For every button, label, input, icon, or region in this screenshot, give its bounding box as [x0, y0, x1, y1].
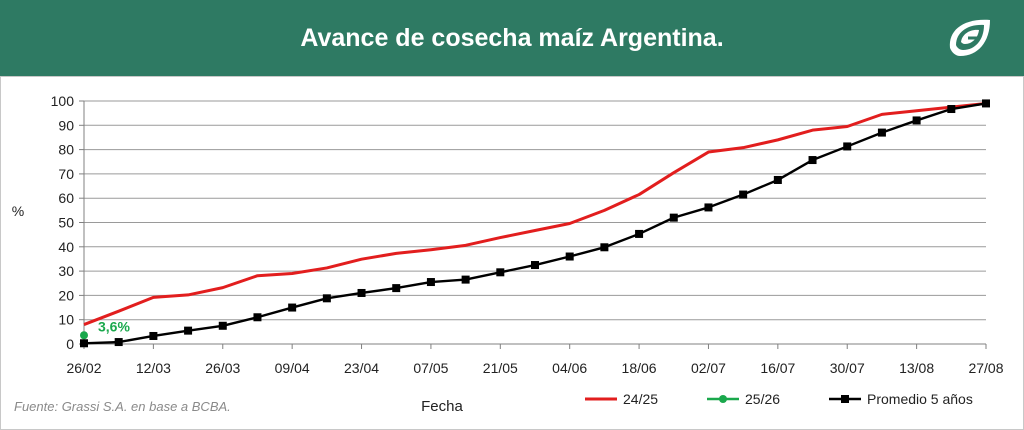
series-point-2: [600, 243, 609, 252]
series-point-2: [149, 331, 158, 340]
x-tick-label: 26/03: [205, 360, 240, 376]
series-point-2: [912, 116, 921, 125]
series-point-2: [531, 261, 539, 270]
legend-label: 25/26: [745, 391, 780, 407]
x-tick-label: 27/08: [968, 360, 1003, 376]
x-tick-label: 16/07: [760, 360, 795, 376]
series-point-2: [357, 288, 366, 297]
series-line-0: [83, 101, 987, 326]
series-point-2: [877, 128, 886, 137]
series-point-2: [669, 213, 678, 222]
series-line-2: [83, 102, 987, 345]
source-note: Fuente: Grassi S.A. en base a BCBA.: [14, 399, 231, 414]
y-tick-label: 30: [58, 263, 74, 279]
legend-label: Promedio 5 años: [867, 391, 973, 407]
series-point-2: [288, 303, 297, 312]
series-point-2: [322, 294, 331, 303]
series-point-2: [218, 321, 227, 330]
chart-frame: [0, 76, 1024, 430]
x-tick-label: 02/07: [691, 360, 726, 376]
page-title: Avance de cosecha maíz Argentina.: [300, 24, 724, 52]
series-point-2: [496, 268, 505, 277]
x-tick-label: 12/03: [136, 360, 171, 376]
legend-marker: [719, 395, 727, 403]
series-point-2: [565, 252, 574, 261]
series-point-2: [80, 339, 88, 348]
x-tick-label: 26/02: [66, 360, 101, 376]
x-tick-label: 21/05: [483, 360, 518, 376]
y-axis-label: %: [12, 203, 24, 219]
x-tick-label: 04/06: [552, 360, 587, 376]
series-point-1: [80, 331, 88, 340]
series-point-2: [773, 175, 782, 184]
x-tick-label: 18/06: [622, 360, 657, 376]
legend-marker: [841, 395, 849, 403]
series-point-2: [426, 278, 435, 287]
x-axis-label: Fecha: [421, 398, 463, 415]
y-tick-label: 60: [58, 190, 74, 206]
series-point-2: [739, 190, 748, 199]
y-tick-label: 10: [58, 312, 74, 328]
series-point-2: [184, 326, 193, 335]
x-tick-label: 30/07: [830, 360, 865, 376]
series-point-2: [808, 156, 817, 165]
series-point-2: [704, 203, 713, 212]
y-tick-label: 80: [58, 142, 74, 158]
y-tick-label: 50: [58, 215, 74, 231]
series-point-2: [461, 275, 470, 284]
data-label: 3,6%: [98, 318, 130, 334]
y-tick-label: 90: [58, 117, 74, 133]
x-tick-label: 23/04: [344, 360, 379, 376]
series-point-2: [392, 284, 401, 293]
series-point-2: [114, 338, 123, 347]
y-tick-label: 20: [58, 287, 74, 303]
series-point-2: [843, 142, 852, 151]
series-point-2: [947, 105, 956, 114]
y-tick-label: 100: [51, 93, 75, 109]
legend-label: 24/25: [623, 391, 658, 407]
grassi-leaf-icon: [949, 19, 990, 56]
header-banner: Avance de cosecha maíz Argentina.: [0, 0, 1024, 76]
series-point-2: [635, 229, 644, 238]
y-tick-label: 40: [58, 239, 74, 255]
x-tick-label: 07/05: [413, 360, 448, 376]
series-point-2: [982, 99, 990, 108]
series-point-2: [253, 313, 262, 322]
x-tick-label: 09/04: [275, 360, 310, 376]
x-tick-label: 13/08: [899, 360, 934, 376]
y-tick-label: 0: [66, 336, 74, 352]
y-tick-label: 70: [58, 166, 74, 182]
